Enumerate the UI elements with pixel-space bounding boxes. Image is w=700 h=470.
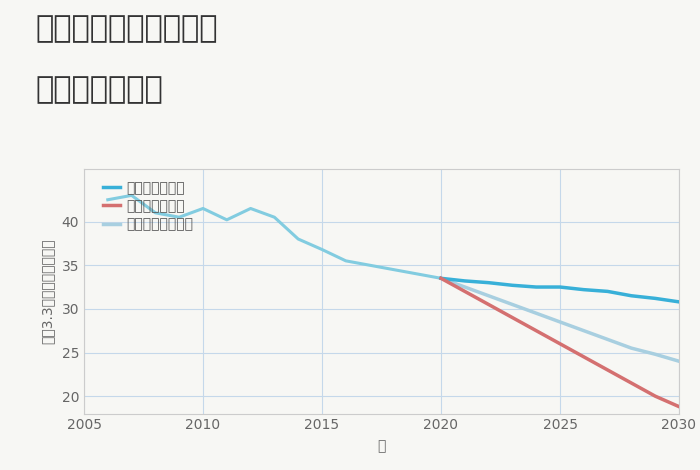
ノーマルシナリオ <box>603 337 612 342</box>
バッドシナリオ <box>627 380 636 386</box>
Line: グッドシナリオ: グッドシナリオ <box>441 278 679 302</box>
Y-axis label: 坪（3.3㎡）単価（万円）: 坪（3.3㎡）単価（万円） <box>41 239 55 344</box>
ノーマルシナリオ <box>580 328 588 334</box>
バッドシナリオ <box>532 328 540 334</box>
バッドシナリオ <box>556 341 564 346</box>
ノーマルシナリオ <box>437 275 445 281</box>
バッドシナリオ <box>508 315 517 321</box>
X-axis label: 年: 年 <box>377 439 386 454</box>
ノーマルシナリオ <box>651 352 659 357</box>
バッドシナリオ <box>603 367 612 373</box>
ノーマルシナリオ <box>484 293 493 298</box>
Line: バッドシナリオ: バッドシナリオ <box>441 278 679 407</box>
グッドシナリオ <box>675 299 683 305</box>
グッドシナリオ <box>437 275 445 281</box>
バッドシナリオ <box>651 393 659 399</box>
グッドシナリオ <box>580 287 588 292</box>
バッドシナリオ <box>437 275 445 281</box>
ノーマルシナリオ <box>556 319 564 325</box>
グッドシナリオ <box>461 278 469 284</box>
バッドシナリオ <box>461 289 469 294</box>
ノーマルシナリオ <box>532 310 540 316</box>
Text: 土地の価格推移: 土地の価格推移 <box>35 75 162 104</box>
バッドシナリオ <box>675 404 683 409</box>
グッドシナリオ <box>556 284 564 290</box>
グッドシナリオ <box>627 293 636 298</box>
ノーマルシナリオ <box>461 284 469 290</box>
バッドシナリオ <box>580 354 588 360</box>
ノーマルシナリオ <box>675 359 683 364</box>
グッドシナリオ <box>484 280 493 285</box>
バッドシナリオ <box>484 302 493 307</box>
グッドシナリオ <box>508 282 517 288</box>
Legend: グッドシナリオ, バッドシナリオ, ノーマルシナリオ: グッドシナリオ, バッドシナリオ, ノーマルシナリオ <box>103 181 193 231</box>
Line: ノーマルシナリオ: ノーマルシナリオ <box>441 278 679 361</box>
ノーマルシナリオ <box>627 345 636 351</box>
グッドシナリオ <box>603 289 612 294</box>
グッドシナリオ <box>532 284 540 290</box>
グッドシナリオ <box>651 296 659 301</box>
ノーマルシナリオ <box>508 302 517 307</box>
Text: 兵庫県はりま勝原駅の: 兵庫県はりま勝原駅の <box>35 14 218 43</box>
